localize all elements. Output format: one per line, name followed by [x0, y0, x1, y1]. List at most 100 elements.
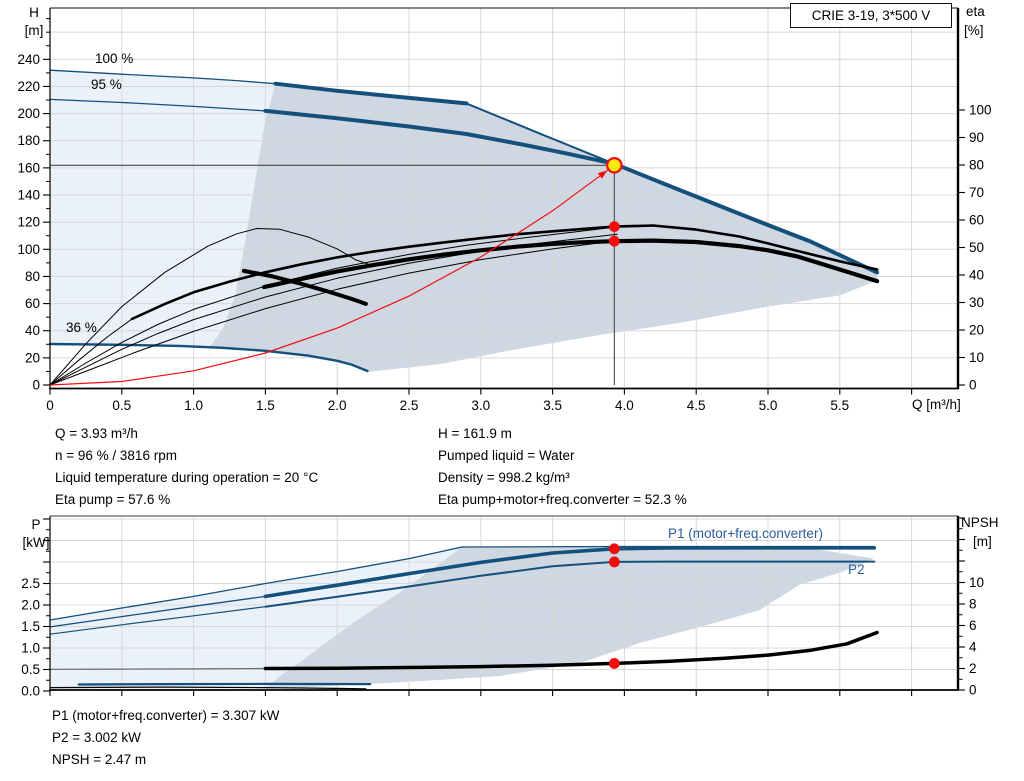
x-tick-label: 1.0 — [184, 398, 203, 413]
result-liquid: Pumped liquid = Water — [438, 448, 575, 463]
curve-eta-pump-lead — [49, 318, 133, 386]
right-tick-label: 10 — [969, 350, 984, 365]
curve-h95-thin — [49, 98, 267, 112]
result-eta-pump: Eta pump = 57.6 % — [55, 492, 171, 507]
right-tick-label: 4 — [969, 640, 977, 655]
left-tick-label: 1.5 — [21, 619, 40, 634]
right-tick-label: 30 — [969, 295, 984, 310]
curve-npsh-lead — [49, 667, 266, 670]
curve-eta-total — [261, 238, 880, 290]
x-tick-label: 5.0 — [759, 398, 778, 413]
region-operating-envelope-dark — [265, 547, 875, 689]
eta-axis-label: eta — [966, 4, 985, 19]
result-block-left: Q = 3.93 m³/h n = 96 % / 3816 rpm Liquid… — [55, 423, 318, 511]
npsh-axis-label: NPSH — [961, 515, 999, 530]
x-tick-label: 3.0 — [471, 398, 490, 413]
h-axis-label: H — [29, 5, 39, 20]
region-operating-envelope-dark — [209, 84, 878, 372]
operating-point[interactable] — [606, 157, 623, 174]
curve-p1-100-thin — [49, 546, 463, 621]
right-tick-label: 0 — [969, 683, 977, 698]
curve-h100-power-limit — [465, 102, 616, 165]
left-tick-label: 2.0 — [21, 598, 40, 613]
result-h: H = 161.9 m — [438, 426, 512, 441]
curve-p1-lead — [49, 595, 267, 628]
pq-chart: 0.0 0.5 1.0 1.5 2.0 2.5 0 2 4 6 8 10 — [21, 515, 984, 699]
left-tick-label: 0 — [32, 378, 40, 393]
duty-dot — [608, 658, 620, 669]
right-tick-label: 90 — [969, 130, 984, 145]
result-p1: P1 (motor+freq.converter) = 3.307 kW — [52, 708, 280, 723]
curve-h100-thick — [273, 81, 469, 106]
x-tick-label: 3.5 — [543, 398, 562, 413]
curve-eta-100-arc — [49, 228, 373, 386]
result-eta-total: Eta pump+motor+freq.converter = 52.3 % — [438, 492, 687, 507]
x-tick-label: 0.5 — [112, 398, 131, 413]
right-tick-label: 100 — [969, 103, 992, 118]
pump-type-box: CRIE 3-19, 3*500 V — [790, 3, 952, 28]
result-block-right: H = 161.9 m Pumped liquid = Water Densit… — [438, 423, 687, 511]
right-tick-label: 50 — [969, 240, 984, 255]
duty-dot — [608, 556, 620, 568]
curve-p-low-black — [49, 686, 367, 690]
left-tick-label: 240 — [17, 52, 40, 67]
left-tick-label: 220 — [17, 79, 40, 94]
p-axis-label: P — [31, 517, 41, 532]
speed-36-label: 36 % — [66, 320, 97, 335]
curve-h95-thick — [263, 108, 617, 166]
left-tick-label: 120 — [17, 215, 40, 230]
left-tick-label: 140 — [17, 188, 40, 203]
left-tick-label: 200 — [17, 106, 40, 121]
left-tick-label: 80 — [25, 269, 40, 284]
curve-eta-speed-c — [49, 240, 625, 386]
q-axis-label: Q [m³/h] — [912, 397, 961, 412]
x-tick-label: 0 — [46, 398, 54, 413]
speed-95-label: 95 % — [91, 77, 122, 92]
left-tick-label: 2.5 — [21, 576, 40, 591]
curve-eta-pump — [130, 224, 879, 321]
right-tick-label: 8 — [969, 597, 977, 612]
left-tick-label: 0.0 — [21, 684, 40, 699]
x-tick-label: 5.5 — [830, 398, 849, 413]
result-npsh: NPSH = 2.47 m — [52, 752, 147, 767]
eta-axis-unit: [%] — [964, 23, 984, 38]
result-q: Q = 3.93 m³/h — [55, 426, 138, 441]
curve-p1 — [263, 545, 877, 599]
system-curve-arrow — [597, 170, 608, 179]
curve-eta-arc-b — [241, 268, 368, 306]
left-tick-label: 20 — [25, 350, 40, 365]
speed-100-label: 100 % — [95, 51, 134, 66]
p2-curve-label: P2 — [848, 562, 865, 577]
npsh-axis-unit: [m] — [973, 534, 992, 549]
region-speed-range-light — [50, 70, 276, 347]
x-tick-label: 4.5 — [687, 398, 706, 413]
left-tick-label: 180 — [17, 133, 40, 148]
right-tick-label: 60 — [969, 213, 984, 228]
curve-h36 — [48, 342, 369, 373]
result-block-bottom: P1 (motor+freq.converter) = 3.307 kW P2 … — [52, 705, 279, 771]
result-density: Density = 998.2 kg/m³ — [438, 470, 570, 485]
right-tick-label: 10 — [969, 575, 984, 590]
h-axis-unit: [m] — [24, 23, 44, 38]
x-tick-label: 2.5 — [400, 398, 419, 413]
curve-h100-thin — [49, 69, 277, 85]
right-tick-label: 80 — [969, 158, 984, 173]
curve-p2-lead — [49, 606, 266, 635]
x-tick-label: 4.0 — [615, 398, 634, 413]
result-p2: P2 = 3.002 kW — [52, 730, 141, 745]
left-tick-label: 40 — [25, 323, 40, 338]
right-tick-label: 0 — [969, 378, 977, 393]
right-tick-label: 20 — [969, 323, 984, 338]
right-tick-label: 2 — [969, 661, 977, 676]
result-temp: Liquid temperature during operation = 20… — [55, 470, 319, 485]
right-tick-label: 6 — [969, 618, 977, 633]
result-n: n = 96 % / 3816 rpm — [55, 448, 177, 463]
right-tick-label: 40 — [969, 268, 984, 283]
p1-curve-label: P1 (motor+freq.converter) — [668, 526, 823, 541]
curve-h-max-after-duty — [612, 161, 880, 275]
curve-p-36 — [77, 682, 372, 686]
left-tick-label: 1.0 — [21, 641, 40, 656]
hq-chart: 0 0.5 1.0 1.5 2.0 2.5 3.0 3.5 4.0 4.5 5.0 5.5 0 20 40 6… — [17, 7, 992, 413]
